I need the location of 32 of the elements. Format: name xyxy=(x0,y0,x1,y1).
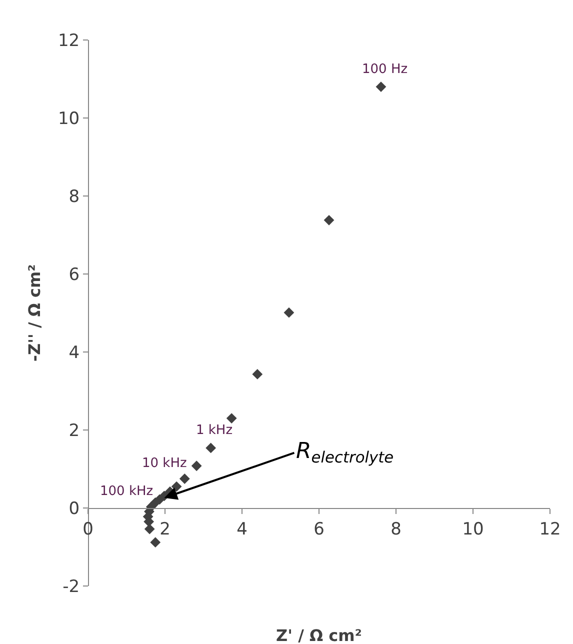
y-tick-label: 0 xyxy=(68,498,80,519)
x-tick-label: 10 xyxy=(462,519,484,540)
x-axis-title: Z' / Ω cm² xyxy=(276,626,362,644)
point xyxy=(324,214,334,226)
annotation: 10 kHz xyxy=(142,456,187,471)
point xyxy=(150,537,161,548)
x-tick-label: 4 xyxy=(236,519,248,540)
y-tick-label: 2 xyxy=(68,420,80,441)
point xyxy=(191,460,202,472)
point xyxy=(171,481,182,492)
point xyxy=(179,474,190,484)
point xyxy=(252,369,263,380)
point xyxy=(206,442,216,454)
point xyxy=(284,307,294,318)
y-tick-label: 4 xyxy=(68,342,80,363)
x-tick-label: 8 xyxy=(390,519,402,540)
y-tick-label: -2 xyxy=(62,576,80,597)
y-tick-label: 8 xyxy=(68,186,80,207)
y-tick-label: 10 xyxy=(58,108,80,129)
y-tick-label: 6 xyxy=(68,264,80,285)
x-tick-label: 12 xyxy=(539,519,561,540)
annotation: 100 Hz xyxy=(362,62,408,77)
point xyxy=(226,413,237,424)
x-tick-label: 6 xyxy=(314,519,324,540)
annotation: R$_{electrolyte}$ xyxy=(296,439,394,467)
point xyxy=(376,82,386,92)
annotation: 1 kHz xyxy=(196,423,233,438)
point xyxy=(144,524,155,534)
y-axis-title: -Z'' / Ω cm² xyxy=(24,264,44,362)
annotation: 100 kHz xyxy=(100,484,154,499)
y-tick-label: 12 xyxy=(58,30,80,51)
x-tick-label: 2 xyxy=(160,519,170,540)
